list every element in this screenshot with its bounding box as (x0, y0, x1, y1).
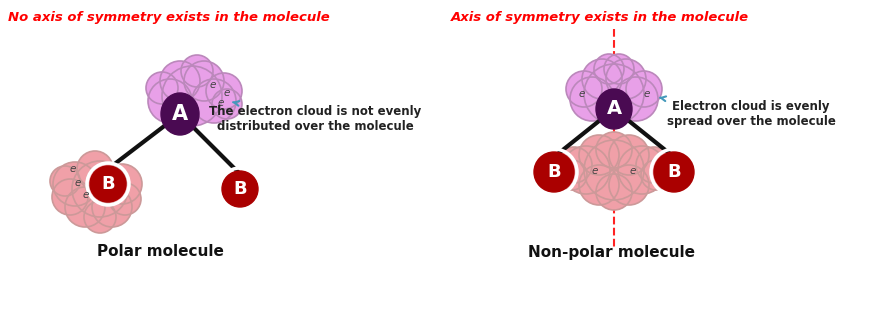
Circle shape (102, 164, 142, 204)
Circle shape (654, 152, 694, 192)
Circle shape (181, 55, 213, 87)
Text: B: B (233, 180, 247, 198)
Text: No axis of symmetry exists in the molecule: No axis of symmetry exists in the molecu… (8, 11, 330, 24)
Text: Non-polar molecule: Non-polar molecule (527, 245, 695, 260)
Text: e: e (210, 80, 217, 90)
Circle shape (184, 61, 224, 101)
Circle shape (604, 54, 634, 84)
Text: Electron cloud is evenly
spread over the molecule: Electron cloud is evenly spread over the… (660, 97, 836, 128)
Text: e: e (83, 190, 89, 200)
Text: e: e (224, 88, 230, 98)
Circle shape (50, 166, 80, 196)
Circle shape (596, 132, 632, 168)
Text: Polar molecule: Polar molecule (96, 245, 223, 260)
Circle shape (556, 147, 592, 183)
Text: B: B (547, 163, 561, 181)
Circle shape (84, 201, 116, 233)
Ellipse shape (161, 93, 199, 135)
Circle shape (72, 161, 128, 217)
Text: A: A (172, 104, 188, 124)
Text: e: e (218, 98, 225, 108)
Circle shape (52, 179, 88, 215)
Circle shape (614, 77, 658, 121)
Circle shape (65, 187, 105, 227)
Circle shape (618, 146, 666, 194)
Text: e: e (75, 178, 81, 188)
Circle shape (77, 151, 113, 187)
Circle shape (534, 152, 574, 192)
Circle shape (90, 166, 126, 202)
Text: B: B (101, 175, 115, 193)
Text: e: e (70, 164, 77, 174)
Circle shape (92, 187, 132, 227)
Circle shape (192, 79, 236, 123)
Circle shape (222, 171, 258, 207)
Circle shape (636, 147, 672, 183)
Ellipse shape (596, 89, 632, 129)
Circle shape (206, 73, 242, 109)
Circle shape (594, 54, 624, 84)
Circle shape (557, 160, 587, 190)
Circle shape (162, 66, 222, 126)
Text: A: A (607, 99, 622, 119)
Circle shape (53, 162, 97, 206)
Circle shape (146, 72, 178, 104)
Circle shape (148, 79, 192, 123)
Circle shape (641, 160, 671, 190)
Circle shape (579, 135, 619, 175)
Circle shape (606, 59, 646, 99)
Circle shape (582, 59, 622, 99)
Circle shape (609, 135, 649, 175)
Text: e: e (644, 89, 650, 99)
Circle shape (626, 71, 662, 107)
Circle shape (596, 174, 632, 210)
Circle shape (212, 89, 242, 119)
Circle shape (109, 183, 141, 215)
Text: e: e (592, 166, 599, 176)
Circle shape (584, 64, 644, 124)
Text: e: e (579, 89, 585, 99)
Circle shape (584, 140, 644, 200)
Text: Axis of symmetry exists in the molecule: Axis of symmetry exists in the molecule (451, 11, 749, 24)
Text: B: B (667, 163, 681, 181)
Text: The electron cloud is not evenly
distributed over the molecule: The electron cloud is not evenly distrib… (209, 101, 421, 133)
Circle shape (160, 61, 200, 101)
Circle shape (579, 165, 619, 205)
Circle shape (566, 71, 602, 107)
Circle shape (562, 146, 610, 194)
Circle shape (609, 165, 649, 205)
Text: e: e (630, 166, 636, 176)
Circle shape (570, 77, 614, 121)
